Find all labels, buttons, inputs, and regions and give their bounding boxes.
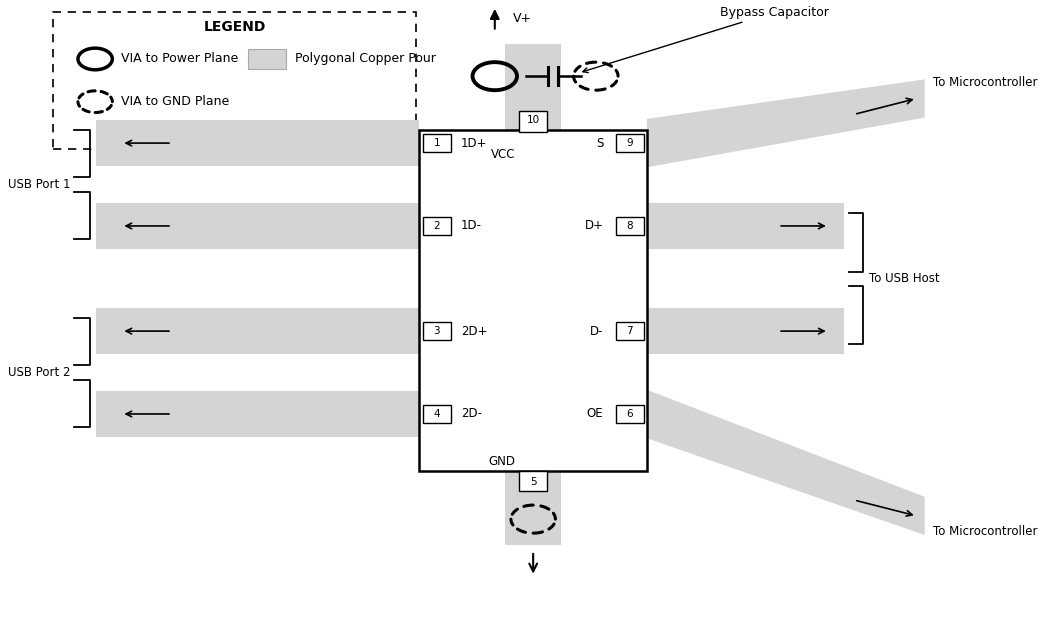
Bar <box>616 217 644 235</box>
Text: 2: 2 <box>433 221 440 231</box>
Text: 2D+: 2D+ <box>461 325 487 338</box>
Bar <box>616 134 644 152</box>
Text: V+: V+ <box>513 12 532 25</box>
Bar <box>97 308 419 354</box>
Text: 8: 8 <box>627 221 633 231</box>
Text: 6: 6 <box>627 409 633 419</box>
Text: 1D-: 1D- <box>461 219 482 233</box>
Text: D+: D+ <box>584 219 603 233</box>
Bar <box>506 44 561 131</box>
Bar <box>647 308 844 354</box>
Text: USB Port 2: USB Port 2 <box>8 366 71 379</box>
Text: S: S <box>596 136 603 150</box>
Text: 9: 9 <box>627 138 633 148</box>
Bar <box>616 405 644 423</box>
Text: VIA to GND Plane: VIA to GND Plane <box>121 95 229 108</box>
Bar <box>53 12 416 149</box>
Text: 2D-: 2D- <box>461 408 482 421</box>
Text: LEGEND: LEGEND <box>204 20 266 34</box>
Polygon shape <box>647 79 925 167</box>
Text: GND: GND <box>487 455 515 468</box>
Text: Bypass Capacitor: Bypass Capacitor <box>583 6 829 73</box>
Text: 10: 10 <box>527 115 539 125</box>
Text: VIA to Power Plane: VIA to Power Plane <box>121 53 239 66</box>
Text: 1D+: 1D+ <box>461 136 487 150</box>
Text: 7: 7 <box>627 326 633 336</box>
Bar <box>423 322 451 340</box>
Bar <box>423 134 451 152</box>
Bar <box>519 471 547 491</box>
Polygon shape <box>647 390 925 535</box>
Bar <box>97 203 419 249</box>
Bar <box>97 120 419 166</box>
Bar <box>519 111 547 132</box>
Text: Polygonal Copper Pour: Polygonal Copper Pour <box>295 53 436 66</box>
Text: To USB Host: To USB Host <box>869 272 940 285</box>
Text: 1: 1 <box>433 138 440 148</box>
Text: 3: 3 <box>433 326 440 336</box>
Text: USB Port 1: USB Port 1 <box>8 178 71 191</box>
Bar <box>506 471 561 545</box>
Bar <box>423 217 451 235</box>
Text: To Microcontroller: To Microcontroller <box>932 76 1038 89</box>
Bar <box>419 131 647 471</box>
Bar <box>247 49 286 69</box>
Text: 5: 5 <box>530 476 536 487</box>
Text: To Microcontroller: To Microcontroller <box>932 525 1038 538</box>
Bar <box>647 203 844 249</box>
Text: VCC: VCC <box>491 148 515 161</box>
Bar <box>97 391 419 437</box>
Text: 4: 4 <box>433 409 440 419</box>
Text: OE: OE <box>587 408 603 421</box>
Text: D-: D- <box>589 325 603 338</box>
Bar <box>423 405 451 423</box>
Bar <box>616 322 644 340</box>
